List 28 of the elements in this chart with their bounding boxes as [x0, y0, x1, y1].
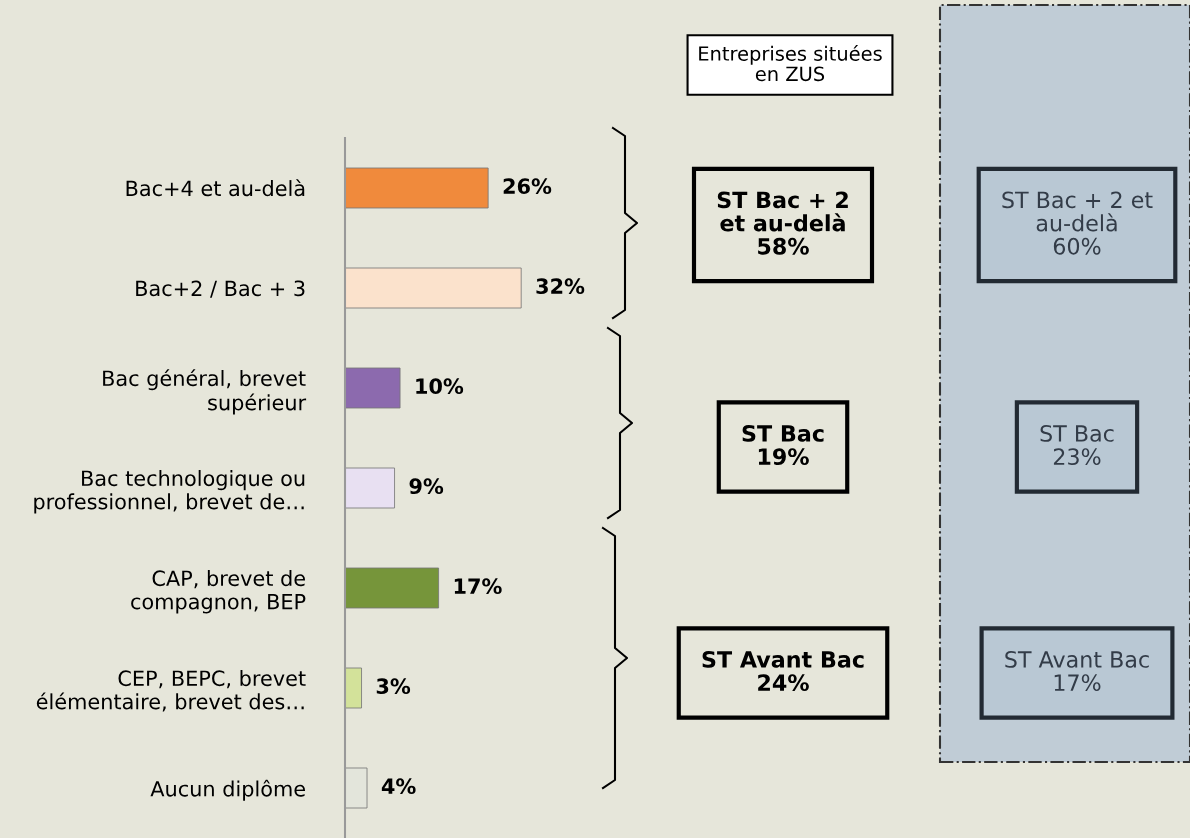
text: ST Bac 23%: [1040, 425, 1114, 466]
text: ST Avant Bac 24%: [702, 651, 864, 692]
text: ST Bac + 2 et au-delà 60%: [1002, 191, 1153, 255]
data-label: 3%: [376, 678, 411, 695]
data-label: 4%: [381, 778, 416, 795]
y-tick-label: CAP, brevet de compagnon, BEP: [131, 570, 306, 614]
y-tick-label: Bac+4 et au-delà: [126, 179, 305, 197]
bar: [345, 467, 395, 509]
text: ST Bac 19%: [742, 425, 824, 466]
y-tick-label: Bac général, brevet supérieur: [103, 369, 307, 415]
bar: [345, 767, 368, 809]
bar: [345, 567, 440, 609]
y-tick-label: Aucun diplôme: [150, 779, 305, 801]
bar: [345, 267, 522, 309]
data-label: 32%: [536, 278, 585, 295]
data-label: 26%: [503, 178, 552, 195]
y-tick-label: Bac technologique ou professionnel, brevet de…: [34, 470, 305, 514]
bar: [345, 667, 362, 709]
y-tick-label: CEP, BEPC, brevet élémentaire, brevet des…: [36, 670, 306, 712]
text: Entreprises situées en ZUS: [699, 45, 882, 82]
bar: [345, 167, 489, 209]
data-label: 10%: [416, 378, 464, 395]
data-label: 17%: [454, 578, 502, 595]
data-label: 9%: [409, 478, 444, 495]
bar: [345, 367, 401, 409]
text: ST Bac + 2 et au-delà 58%: [717, 191, 848, 255]
text: ST Avant Bac 17%: [1005, 651, 1149, 692]
y-tick-label: Bac+2 / Bac + 3: [136, 280, 305, 298]
